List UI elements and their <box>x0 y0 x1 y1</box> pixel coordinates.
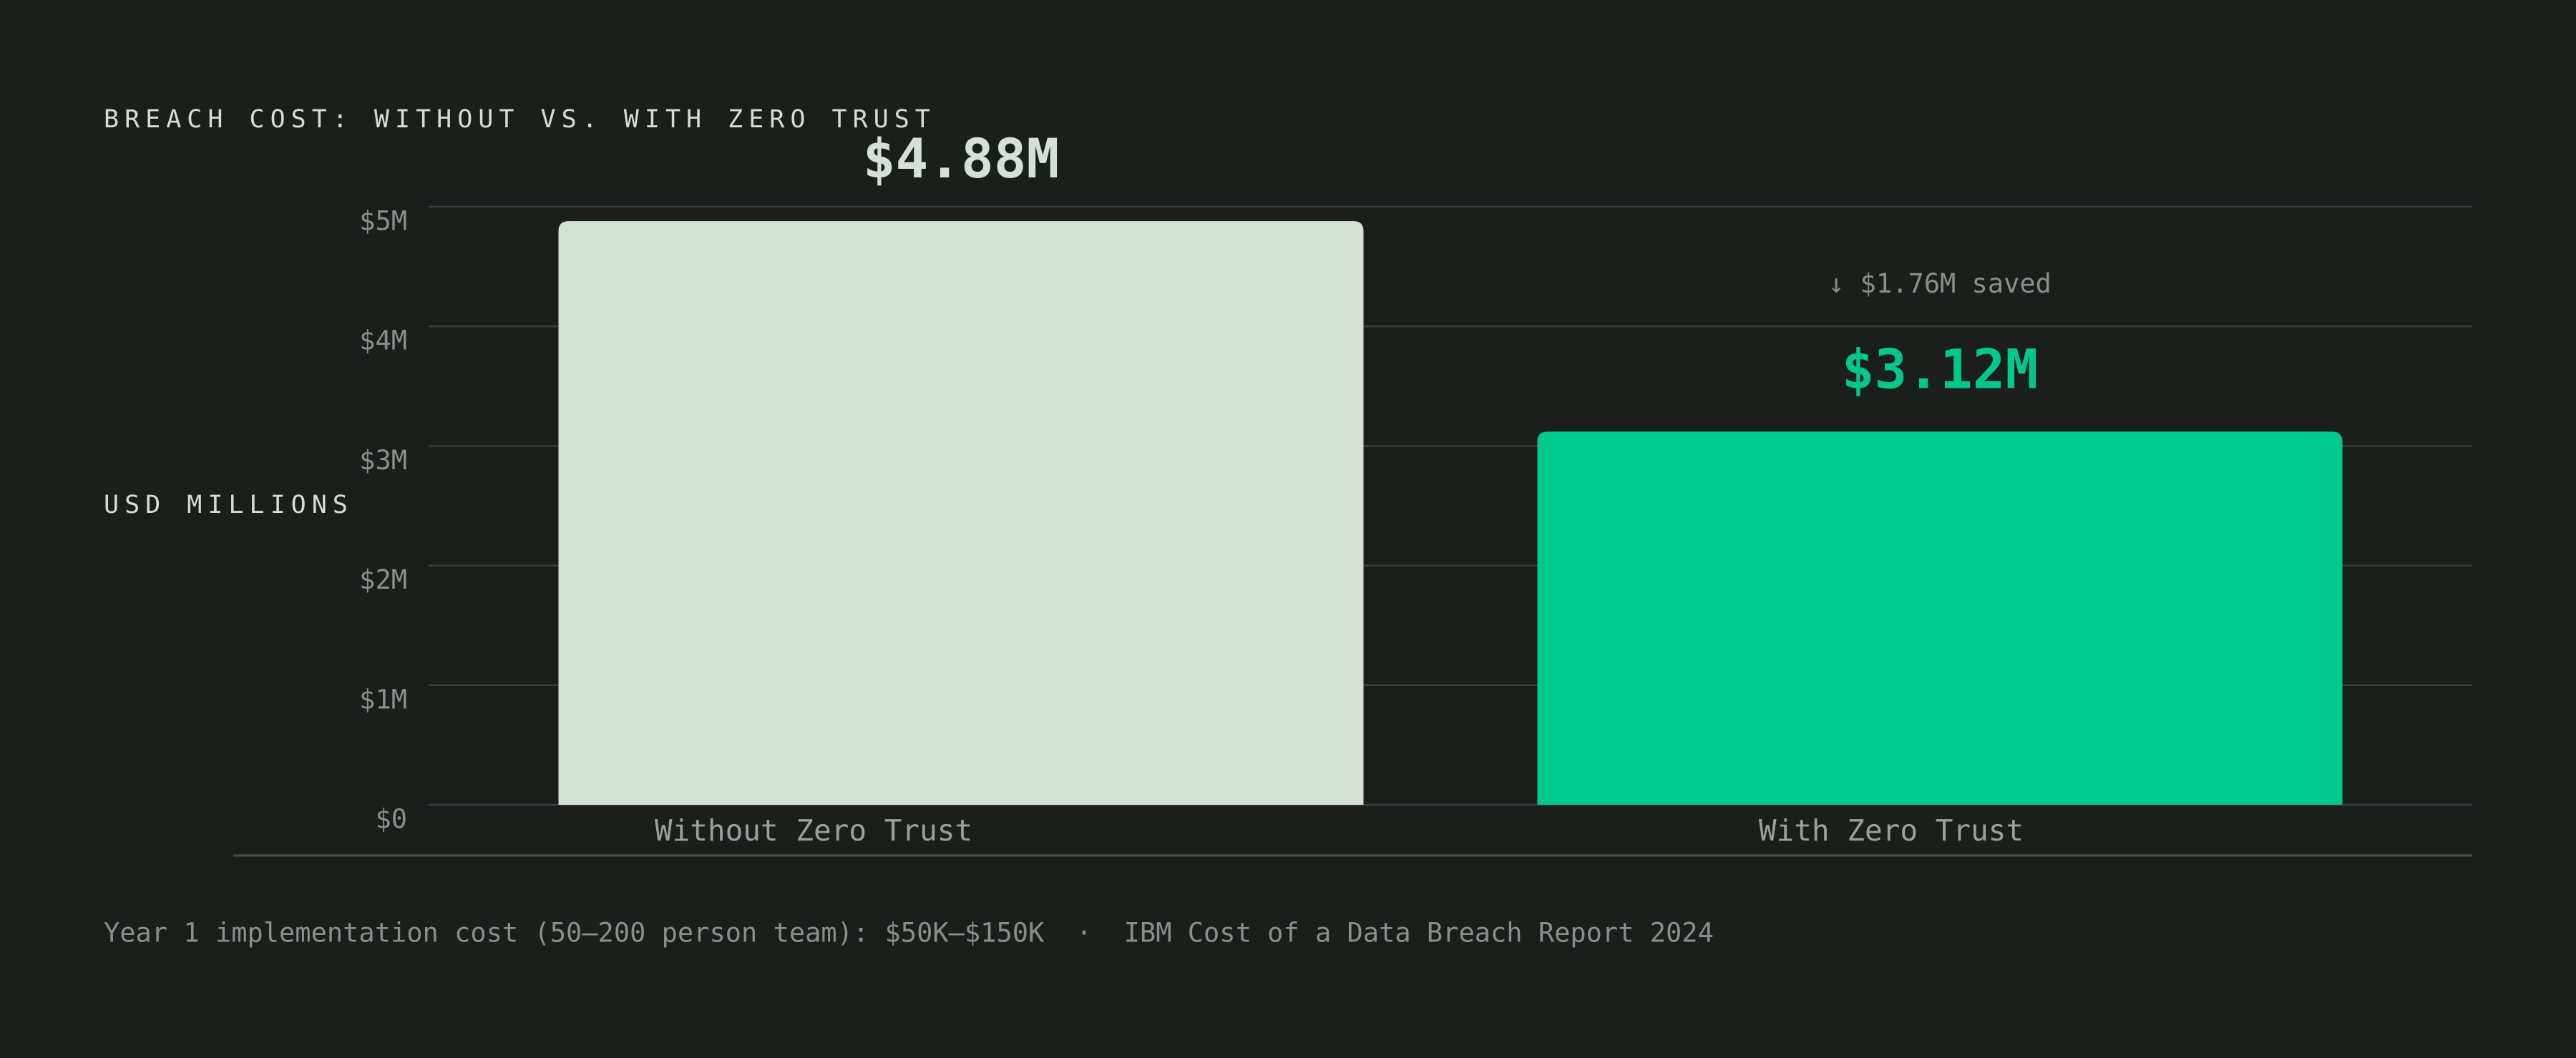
y-tick-label: $0 <box>375 804 407 835</box>
y-tick-label: $1M <box>359 684 407 715</box>
y-tick-label: $4M <box>359 325 407 356</box>
y-axis-label: USD MILLIONS <box>104 491 353 519</box>
x-tick-label: With Zero Trust <box>1759 813 2024 848</box>
bar <box>558 221 1364 805</box>
bar <box>1537 431 2343 805</box>
x-tick-label: Without Zero Trust <box>655 813 972 848</box>
value-label: $4.88M <box>863 127 1060 190</box>
y-tick-label: $3M <box>359 445 407 476</box>
y-tick-label: $5M <box>359 206 407 237</box>
y-tick-label: $2M <box>359 564 407 595</box>
footnote: Year 1 implementation cost (50–200 perso… <box>104 918 1714 949</box>
value-label: $3.12M <box>1842 337 2039 401</box>
annotation: ↓ $1.76M saved <box>1828 268 2051 299</box>
chart-title: BREACH COST: WITHOUT VS. WITH ZERO TRUST <box>104 105 936 134</box>
